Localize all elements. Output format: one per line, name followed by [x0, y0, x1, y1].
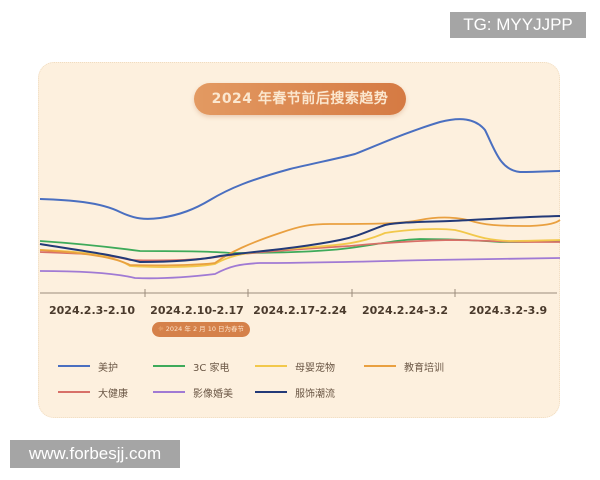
legend-item: 3C 家电: [153, 359, 230, 374]
legend-swatch: [58, 365, 90, 367]
legend-item: 大健康: [58, 385, 128, 400]
legend-label: 3C 家电: [193, 362, 230, 374]
spring-festival-note: ☼ 2024 年 2 月 10 日为春节: [152, 322, 250, 337]
x-axis-label: 2024.3.2-3.9: [468, 304, 548, 317]
legend-item: 美护: [58, 359, 118, 374]
legend-item: 服饰潮流: [255, 385, 335, 400]
legend-swatch: [153, 365, 185, 367]
legend-item: 教育培训: [364, 359, 444, 374]
sun-icon: ☼: [157, 325, 164, 333]
watermark-url: www.forbesjj.com: [10, 440, 180, 468]
legend-item: 母婴宠物: [255, 359, 335, 374]
series-line-navy: [39, 215, 561, 264]
legend-label: 母婴宠物: [295, 362, 335, 374]
x-axis-label: 2024.2.24-3.2: [362, 304, 448, 317]
legend-label: 大健康: [98, 388, 128, 400]
spring-festival-note-text: 2024 年 2 月 10 日为春节: [165, 325, 245, 333]
series-line-orange: [39, 216, 561, 267]
legend-label: 教育培训: [404, 362, 444, 374]
watermark-tg: TG: MYYJJPP: [450, 12, 586, 38]
legend-label: 服饰潮流: [295, 388, 335, 400]
legend-swatch: [255, 365, 287, 367]
legend-swatch: [153, 391, 185, 393]
legend-label: 美护: [98, 362, 118, 374]
legend-label: 影像婚美: [193, 388, 233, 400]
legend-swatch: [364, 365, 396, 367]
series-line-yellow: [39, 228, 561, 268]
series-line-blue: [39, 118, 561, 220]
chart-title: 2024 年春节前后搜索趋势: [194, 83, 406, 115]
series-line-purple: [39, 257, 561, 280]
x-axis-label: 2024.2.10-2.17: [150, 304, 244, 317]
legend-item: 影像婚美: [153, 385, 233, 400]
legend-swatch: [255, 391, 287, 393]
x-axis-label: 2024.2.17-2.24: [253, 304, 347, 317]
x-axis-label: 2024.2.3-2.10: [49, 304, 135, 317]
legend-swatch: [58, 391, 90, 393]
